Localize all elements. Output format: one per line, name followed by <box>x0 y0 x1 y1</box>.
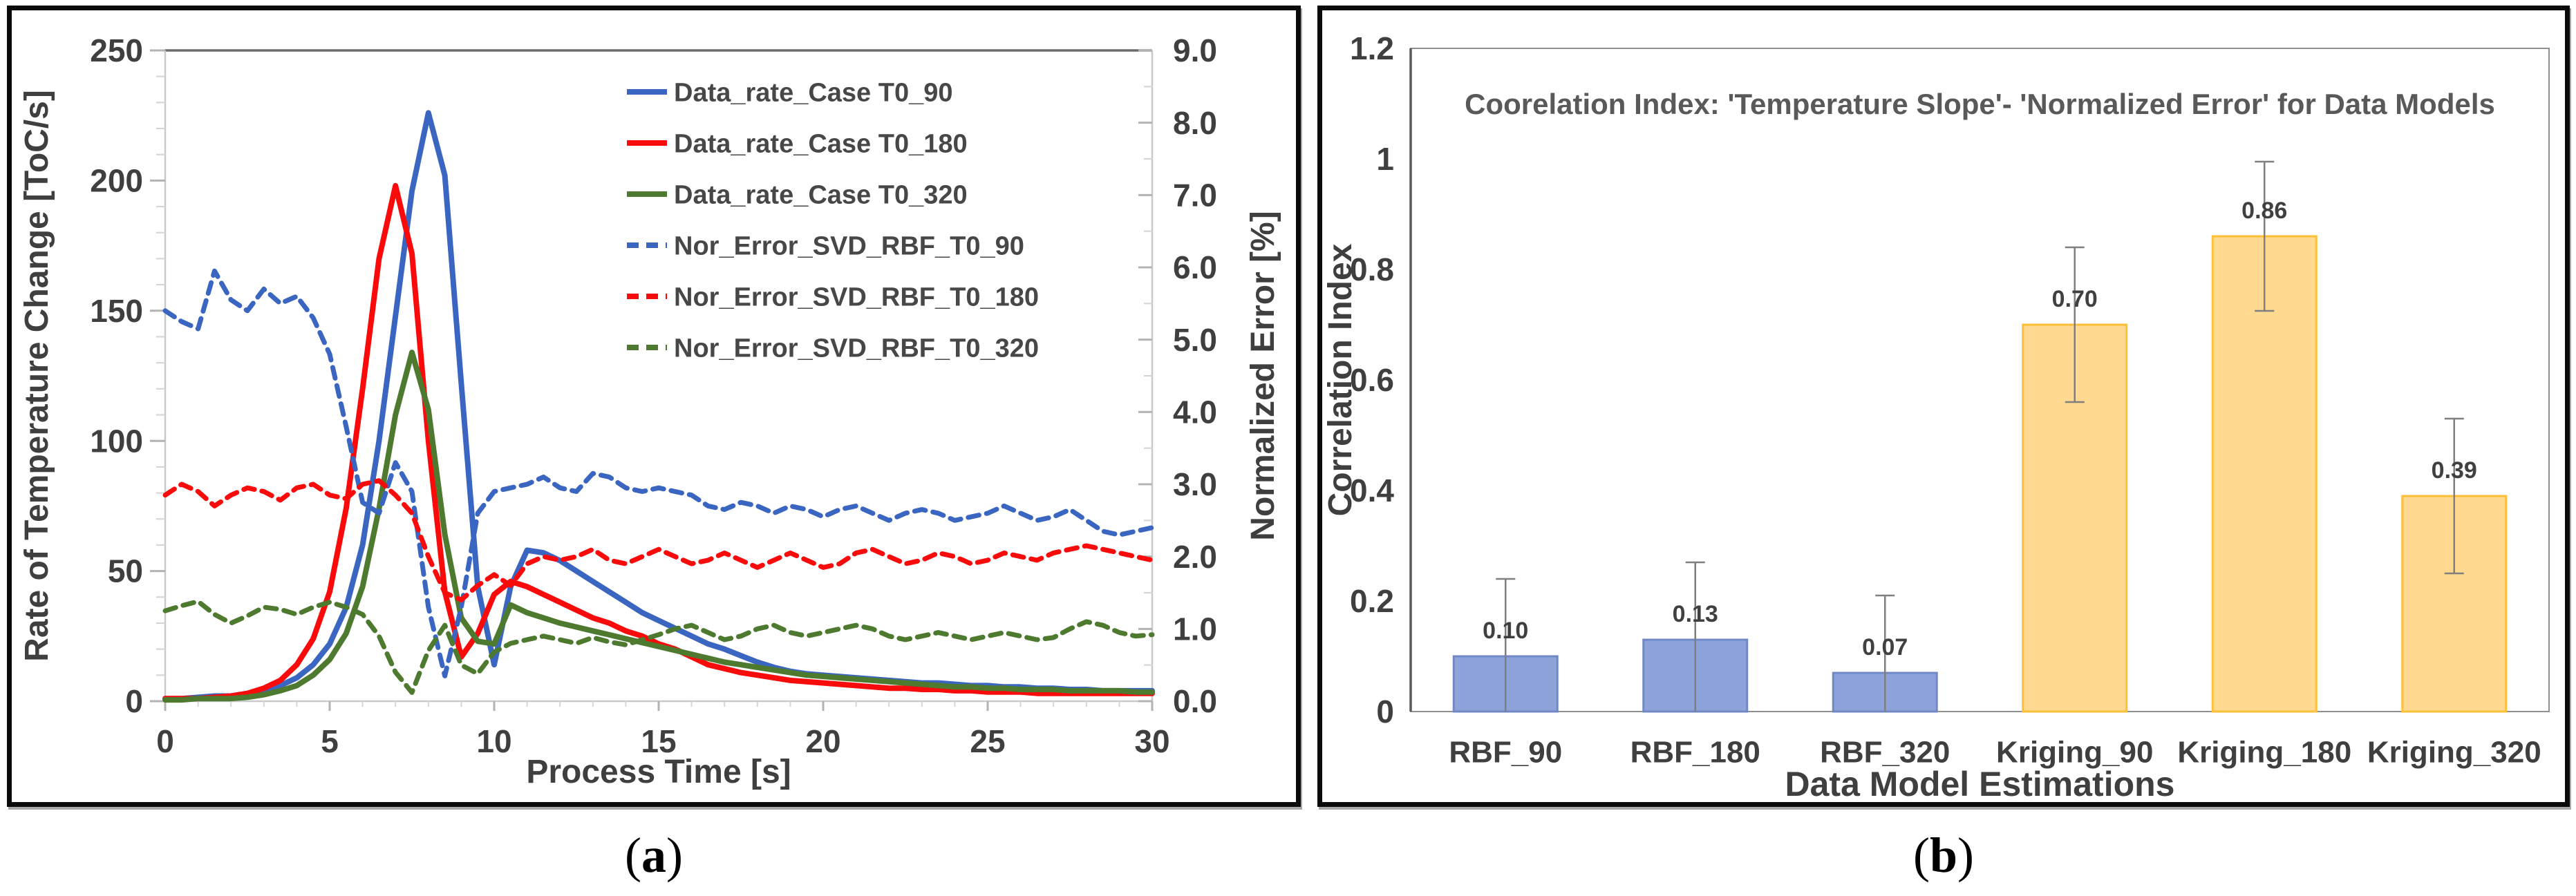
legend-label: Nor_Error_SVD_RBF_T0_180 <box>674 283 1039 312</box>
chart-panel-a: 0 50 100 150 200 250 0.0 1.0 2.0 3.0 4.0 5.0 6.0 7.0 8… <box>7 6 1301 807</box>
axis-labels: 0501001502002500.01.02.03.04.05.06.07.08… <box>19 32 1281 790</box>
x-tick-label: 10 <box>476 723 511 759</box>
y-left-tick-label: 100 <box>90 423 143 459</box>
y-right-tick-label: 1.0 <box>1173 611 1217 647</box>
caption-a-open: ( <box>625 828 641 883</box>
caption-b: (b) <box>1317 819 2570 891</box>
series-Nor_Error_SVD_RBF_T0_180 <box>162 478 1155 602</box>
x-category-label: Kriging_320 <box>2367 735 2541 769</box>
y-tick-label: 1.2 <box>1350 30 1394 66</box>
caption-a-close: ) <box>666 828 683 883</box>
y-tick-label: 0.6 <box>1350 362 1394 398</box>
y-left-tick-label: 50 <box>108 553 143 589</box>
x-axis-title: Process Time [s] <box>526 754 791 790</box>
y-left-tick-label: 250 <box>90 32 143 68</box>
x-tick-label: 0 <box>156 723 174 759</box>
y-right-tick-label: 9.0 <box>1173 32 1217 68</box>
plot-frame <box>1410 48 2550 712</box>
bar-value-label: 0.07 <box>1862 634 1908 660</box>
axis-ticks <box>150 49 1154 711</box>
y-tick-label: 0.4 <box>1350 473 1394 508</box>
y-right-tick-label: 6.0 <box>1173 249 1217 285</box>
y-left-tick-label: 150 <box>90 293 143 329</box>
y-tick-label: 0 <box>1376 694 1394 730</box>
chart-title: Coorelation Index: 'Temperature Slope'- … <box>1465 88 2495 120</box>
bar-value-label: 0.86 <box>2241 198 2287 224</box>
value-labels: 0.10 0.13 0.07 0.70 0.86 0.39 <box>1483 198 2477 660</box>
x-category-label: RBF_180 <box>1630 735 1760 769</box>
y-right-tick-label: 5.0 <box>1173 322 1217 358</box>
y-tick-label: 0.2 <box>1350 583 1394 619</box>
legend: Data_rate_Case T0_90 Data_rate_Case T0_18… <box>627 78 1039 363</box>
x-category-label: RBF_320 <box>1820 735 1950 769</box>
series-Nor_Error_SVD_RBF_T0_320 <box>162 599 1155 695</box>
x-category-label: Kriging_180 <box>2177 735 2351 769</box>
series-lines <box>162 110 1155 703</box>
y-right-tick-label: 7.0 <box>1173 177 1217 213</box>
chart-panel-b: Coorelation Index: 'Temperature Slope'- … <box>1317 6 2570 807</box>
y-axis-title: Correlation Index <box>1322 243 1359 516</box>
y-left-axis-title: Rate of Temperature Change [ToC/s] <box>19 90 55 662</box>
x-tick-label: 15 <box>641 723 676 759</box>
legend-label: Nor_Error_SVD_RBF_T0_90 <box>674 231 1024 260</box>
y-left-tick-label: 0 <box>125 683 143 719</box>
x-category-label: RBF_90 <box>1449 735 1562 769</box>
caption-b-close: ) <box>1957 828 1974 883</box>
line-chart: 0501001502002500.01.02.03.04.05.06.07.08… <box>19 32 1281 790</box>
series-Nor_Error_SVD_RBF_T0_90 <box>162 268 1155 678</box>
caption-a: (a) <box>7 819 1301 891</box>
plot-frame <box>164 49 1154 703</box>
legend-label: Data_rate_Case T0_320 <box>674 180 968 209</box>
bars <box>1452 235 2508 713</box>
legend-label: Data_rate_Case T0_90 <box>674 78 953 107</box>
caption-b-open: ( <box>1912 828 1930 883</box>
y-right-axis-title: Normalized Error [%] <box>1245 211 1281 540</box>
legend-label: Data_rate_Case T0_180 <box>674 129 968 158</box>
y-right-tick-label: 8.0 <box>1173 105 1217 141</box>
caption-b-letter: b <box>1929 828 1958 883</box>
x-category-label: Kriging_90 <box>1996 735 2153 769</box>
x-tick-label: 20 <box>805 723 840 759</box>
bar-value-label: 0.10 <box>1483 618 1528 644</box>
bar-Kriging_180 <box>2211 235 2318 713</box>
y-right-tick-label: 4.0 <box>1173 394 1217 430</box>
y-tick-label: 0.8 <box>1350 251 1394 287</box>
bar-value-label: 0.39 <box>2432 457 2477 484</box>
y-left-tick-label: 200 <box>90 163 143 199</box>
x-tick-label: 30 <box>1134 723 1169 759</box>
caption-a-letter: a <box>641 828 666 883</box>
x-tick-label: 5 <box>321 723 339 759</box>
bar-value-label: 0.13 <box>1673 601 1718 627</box>
x-axis-title: Data Model Estimations <box>1785 765 2175 802</box>
series-Data_rate_Case T0_90 <box>162 110 1155 702</box>
y-right-tick-label: 3.0 <box>1173 466 1217 502</box>
y-right-tick-label: 0.0 <box>1173 683 1217 719</box>
bar-chart: Coorelation Index: 'Temperature Slope'- … <box>1322 30 2550 802</box>
y-tick-label: 1 <box>1376 141 1394 177</box>
bar-value-label: 0.70 <box>2052 286 2098 312</box>
legend-label: Nor_Error_SVD_RBF_T0_320 <box>674 334 1039 363</box>
y-right-tick-label: 2.0 <box>1173 539 1217 575</box>
series-Data_rate_Case T0_320 <box>162 350 1155 703</box>
x-tick-label: 25 <box>970 723 1005 759</box>
axis-labels: Coorelation Index: 'Temperature Slope'- … <box>1322 30 2541 802</box>
error-bars <box>1496 160 2464 712</box>
